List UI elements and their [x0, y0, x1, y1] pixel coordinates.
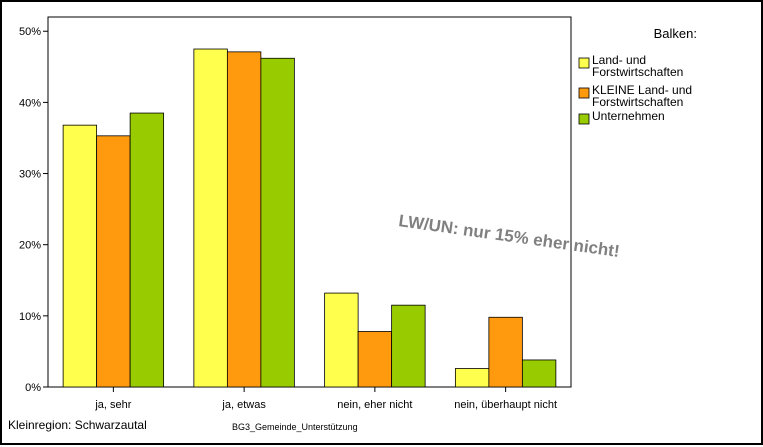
x-tick-label: ja, sehr [94, 399, 131, 411]
bar [391, 304, 426, 388]
legend-label: Forstwirtschaften [592, 65, 683, 79]
y-tick-label: 20% [19, 240, 41, 252]
x-tick-label: nein, überhaupt nicht [454, 399, 557, 411]
x-axis: ja, sehr ja, etwas nein, eher nicht nein, ü… [94, 387, 557, 411]
legend-label: Land- und [592, 53, 646, 67]
bar [521, 359, 557, 388]
legend-title: Balken: [654, 26, 697, 41]
y-tick-label: 10% [19, 311, 41, 323]
bar [129, 112, 165, 388]
legend-label: KLEINE Land- und [592, 83, 692, 97]
bar [488, 316, 523, 388]
legend-label: Forstwirtschaften [592, 95, 683, 109]
bar [226, 51, 262, 388]
bar [193, 48, 228, 388]
bar [96, 135, 131, 388]
bars-group [62, 48, 557, 388]
y-tick-label: 0% [25, 382, 41, 394]
legend-swatch [578, 87, 590, 99]
y-axis: 0% 10% 20% 30% 40% 50% [19, 26, 48, 394]
bar [62, 124, 98, 388]
legend-swatch [578, 57, 590, 69]
legend-label: Unternehmen [592, 109, 665, 123]
footer-region-label: Kleinregion: Schwarzautal [8, 418, 147, 432]
x-tick-label: nein, eher nicht [337, 399, 412, 411]
bar [357, 331, 393, 388]
bar [260, 57, 295, 388]
x-tick-label: ja, etwas [221, 399, 266, 411]
bar [324, 292, 359, 388]
bar [454, 368, 490, 388]
y-tick-label: 40% [19, 97, 41, 109]
x-axis-title: BG3_Gemeinde_Unterstützung [232, 422, 358, 432]
legend-swatch [578, 113, 590, 125]
y-tick-label: 30% [19, 169, 41, 181]
y-tick-label: 50% [19, 26, 41, 38]
